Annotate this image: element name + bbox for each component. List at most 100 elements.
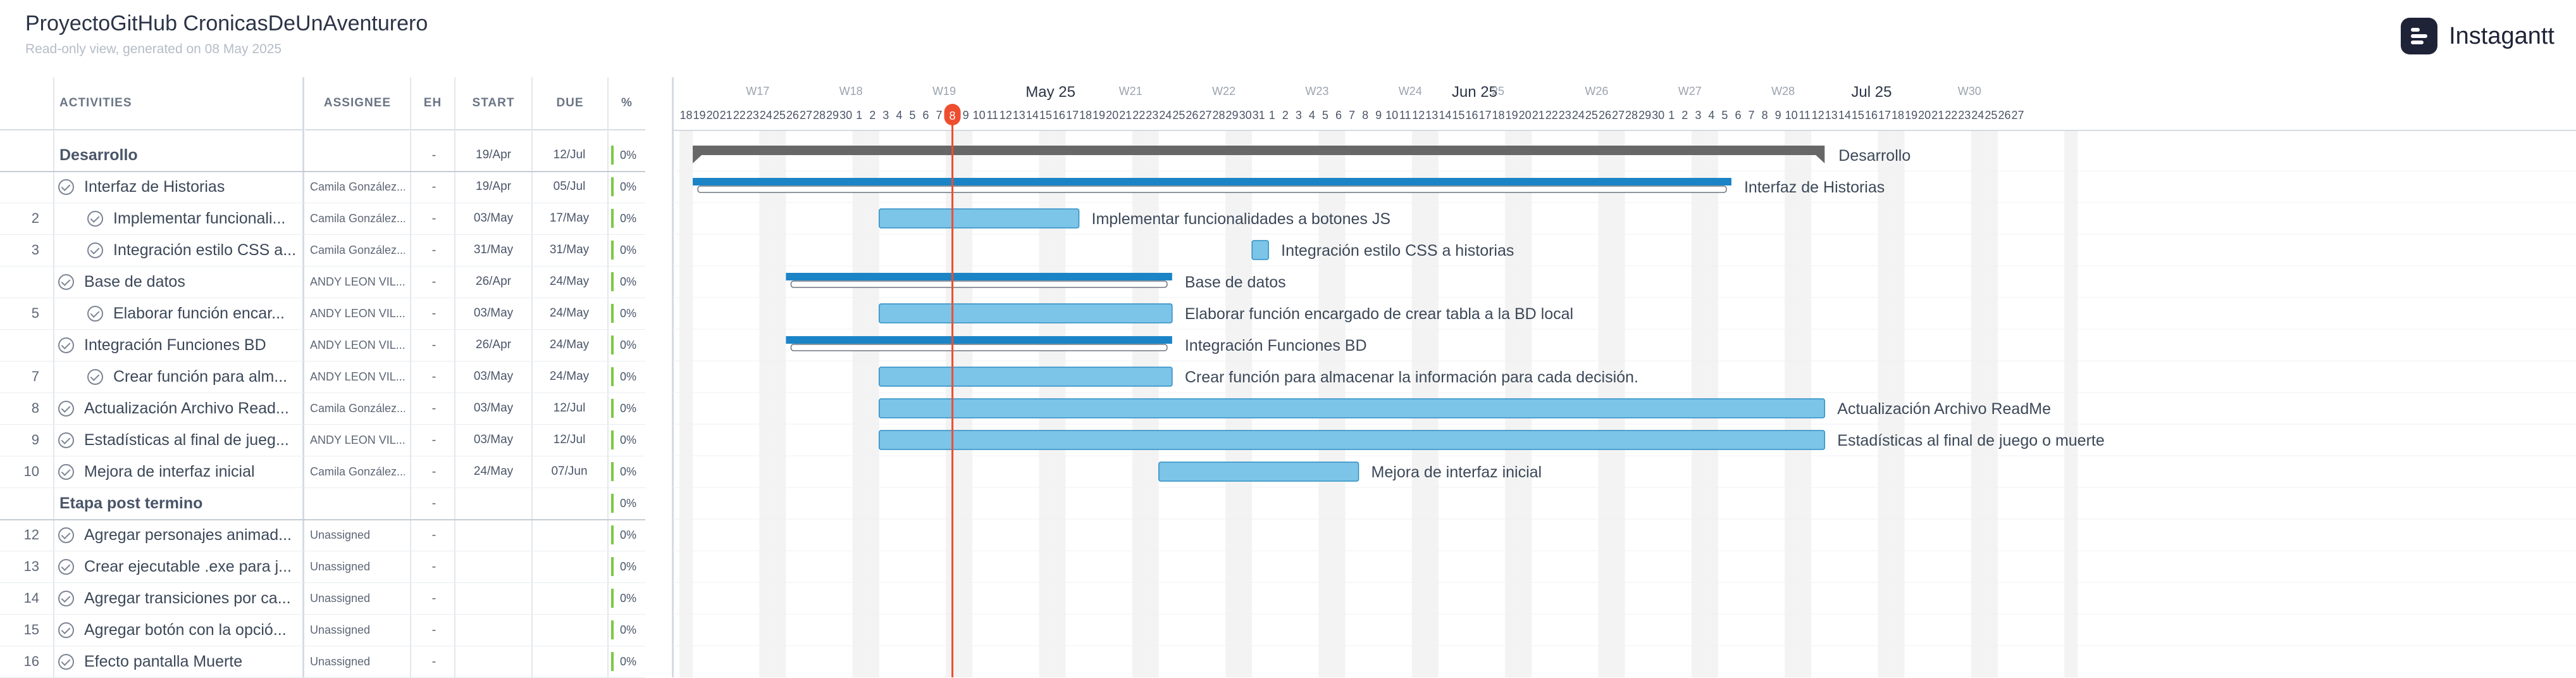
task-bar[interactable] [879, 303, 1173, 323]
activity-name-cell[interactable]: Actualización Archivo Read... [58, 392, 301, 424]
start-date-cell[interactable]: 31/May [473, 243, 514, 256]
start-date-cell[interactable] [457, 646, 530, 677]
activity-name-cell[interactable]: Implementar funcionali... [87, 203, 301, 234]
table-row[interactable]: 8 Camila González... - 03/May 12/Jul Actualiz… [0, 392, 645, 425]
table-row[interactable]: ANDY LEON VIL... - 26/Apr 24/May Base de dat… [0, 266, 645, 298]
table-row[interactable]: 12 Unassigned - Agregar personajes animad..… [0, 519, 645, 551]
due-date-cell[interactable]: 05/Jul [553, 180, 586, 193]
task-bar[interactable] [1251, 240, 1269, 260]
due-date-cell[interactable] [533, 614, 606, 646]
table-row[interactable]: 5 ANDY LEON VIL... - 03/May 24/May Elaborar f… [0, 298, 645, 330]
assignee-cell[interactable]: ANDY LEON VIL... [310, 370, 405, 383]
assignee-cell[interactable] [310, 487, 405, 519]
due-date-cell[interactable] [533, 582, 606, 614]
column-divider[interactable] [410, 77, 411, 677]
estimated-hours-cell[interactable]: - [431, 527, 437, 542]
complete-check-icon[interactable] [58, 590, 74, 606]
column-divider[interactable] [531, 77, 533, 677]
start-date-cell[interactable] [457, 582, 530, 614]
column-header-activities[interactable]: ACTIVITIES [53, 77, 304, 130]
estimated-hours-cell[interactable]: - [431, 306, 437, 320]
table-row[interactable]: Camila González... - 19/Apr 05/Jul Interfaz … [0, 171, 645, 203]
due-date-cell[interactable]: 24/May [549, 370, 590, 383]
due-date-cell[interactable]: 24/May [549, 306, 590, 320]
start-date-cell[interactable] [457, 614, 530, 646]
due-date-cell[interactable] [533, 551, 606, 582]
estimated-hours-cell[interactable]: - [431, 622, 437, 637]
table-row[interactable]: 2 Camila González... - 03/May 17/May Implemen… [0, 203, 645, 235]
due-date-cell[interactable]: 07/Jun [551, 465, 588, 478]
table-row[interactable]: 16 Unassigned - Efecto pantalla Muerte 0% [0, 646, 645, 678]
group-row[interactable]: - 19/Apr 12/Jul Desarrollo 0% [0, 139, 645, 172]
assignee-cell[interactable]: ANDY LEON VIL... [310, 275, 405, 288]
parent-summary-bar[interactable] [786, 273, 1172, 280]
complete-check-icon[interactable] [87, 368, 103, 385]
assignee-cell[interactable]: Camila González... [310, 401, 405, 415]
activity-name-cell[interactable]: Mejora de interfaz inicial [58, 456, 301, 487]
assignee-cell[interactable]: Unassigned [310, 560, 371, 573]
start-date-cell[interactable]: 19/Apr [476, 148, 511, 161]
complete-check-icon[interactable] [58, 463, 74, 480]
activity-name-cell[interactable]: Agregar botón con la opció... [58, 614, 301, 646]
group-row[interactable]: - Etapa post termino 0% [0, 487, 645, 520]
start-date-cell[interactable]: 26/Apr [476, 338, 511, 351]
start-date-cell[interactable]: 03/May [473, 370, 514, 383]
start-date-cell[interactable]: 03/May [473, 433, 514, 446]
assignee-cell[interactable]: Camila González... [310, 243, 405, 256]
estimated-hours-cell[interactable]: - [431, 337, 437, 352]
estimated-hours-cell[interactable]: - [431, 654, 437, 669]
assignee-cell[interactable]: Unassigned [310, 591, 371, 605]
due-date-cell[interactable]: 12/Jul [553, 148, 586, 161]
due-date-cell[interactable]: 31/May [549, 243, 590, 256]
activity-name-cell[interactable]: Crear ejecutable .exe para j... [58, 551, 301, 582]
activity-name-cell[interactable]: Elaborar función encar... [87, 298, 301, 329]
assignee-cell[interactable]: Camila González... [310, 211, 405, 225]
complete-check-icon[interactable] [58, 337, 74, 353]
due-date-cell[interactable] [533, 519, 606, 551]
due-date-cell[interactable]: 17/May [549, 211, 590, 225]
start-date-cell[interactable]: 19/Apr [476, 180, 511, 193]
start-date-cell[interactable]: 26/Apr [476, 275, 511, 288]
activity-name-cell[interactable]: Base de datos [58, 266, 301, 298]
complete-check-icon[interactable] [58, 653, 74, 670]
column-divider[interactable] [53, 77, 54, 677]
complete-check-icon[interactable] [58, 179, 74, 195]
column-header-due[interactable]: DUE [533, 77, 607, 130]
activity-name-cell[interactable]: Agregar personajes animad... [58, 519, 301, 551]
start-date-cell[interactable]: 03/May [473, 306, 514, 320]
assignee-cell[interactable]: ANDY LEON VIL... [310, 433, 405, 446]
activity-name-cell[interactable]: Integración estilo CSS a... [87, 234, 301, 266]
activity-name-cell[interactable]: Etapa post termino [59, 487, 301, 519]
complete-check-icon[interactable] [58, 622, 74, 638]
complete-check-icon[interactable] [87, 242, 103, 258]
activity-name-cell[interactable]: Integración Funciones BD [58, 329, 301, 361]
estimated-hours-cell[interactable]: - [431, 148, 437, 162]
table-row[interactable]: 13 Unassigned - Crear ejecutable .exe para … [0, 551, 645, 583]
complete-check-icon[interactable] [58, 432, 74, 448]
activity-name-cell[interactable]: Crear función para alm... [87, 361, 301, 392]
estimated-hours-cell[interactable]: - [431, 432, 437, 447]
assignee-cell[interactable]: Unassigned [310, 528, 371, 541]
start-date-cell[interactable]: 24/May [473, 465, 514, 478]
group-summary-bar[interactable] [693, 146, 1825, 155]
estimated-hours-cell[interactable]: - [431, 464, 437, 479]
due-date-cell[interactable] [533, 646, 606, 677]
parent-summary-bar[interactable] [786, 336, 1172, 344]
complete-check-icon[interactable] [58, 400, 74, 417]
table-row[interactable]: 14 Unassigned - Agregar transiciones por ca… [0, 582, 645, 615]
complete-check-icon[interactable] [87, 210, 103, 227]
column-divider[interactable] [607, 77, 609, 677]
task-bar[interactable] [879, 430, 1826, 450]
estimated-hours-cell[interactable]: - [431, 559, 437, 574]
estimated-hours-cell[interactable]: - [431, 242, 437, 257]
complete-check-icon[interactable] [58, 527, 74, 543]
estimated-hours-cell[interactable]: - [431, 496, 437, 510]
task-bar[interactable] [879, 208, 1080, 229]
column-header-assignee[interactable]: ASSIGNEE [305, 77, 410, 130]
assignee-cell[interactable]: Camila González... [310, 465, 405, 478]
start-date-cell[interactable] [457, 551, 530, 582]
column-header-percent[interactable]: % [609, 77, 645, 130]
task-bar[interactable] [1158, 461, 1359, 482]
due-date-cell[interactable] [533, 487, 606, 519]
activity-name-cell[interactable]: Interfaz de Historias [58, 171, 301, 203]
